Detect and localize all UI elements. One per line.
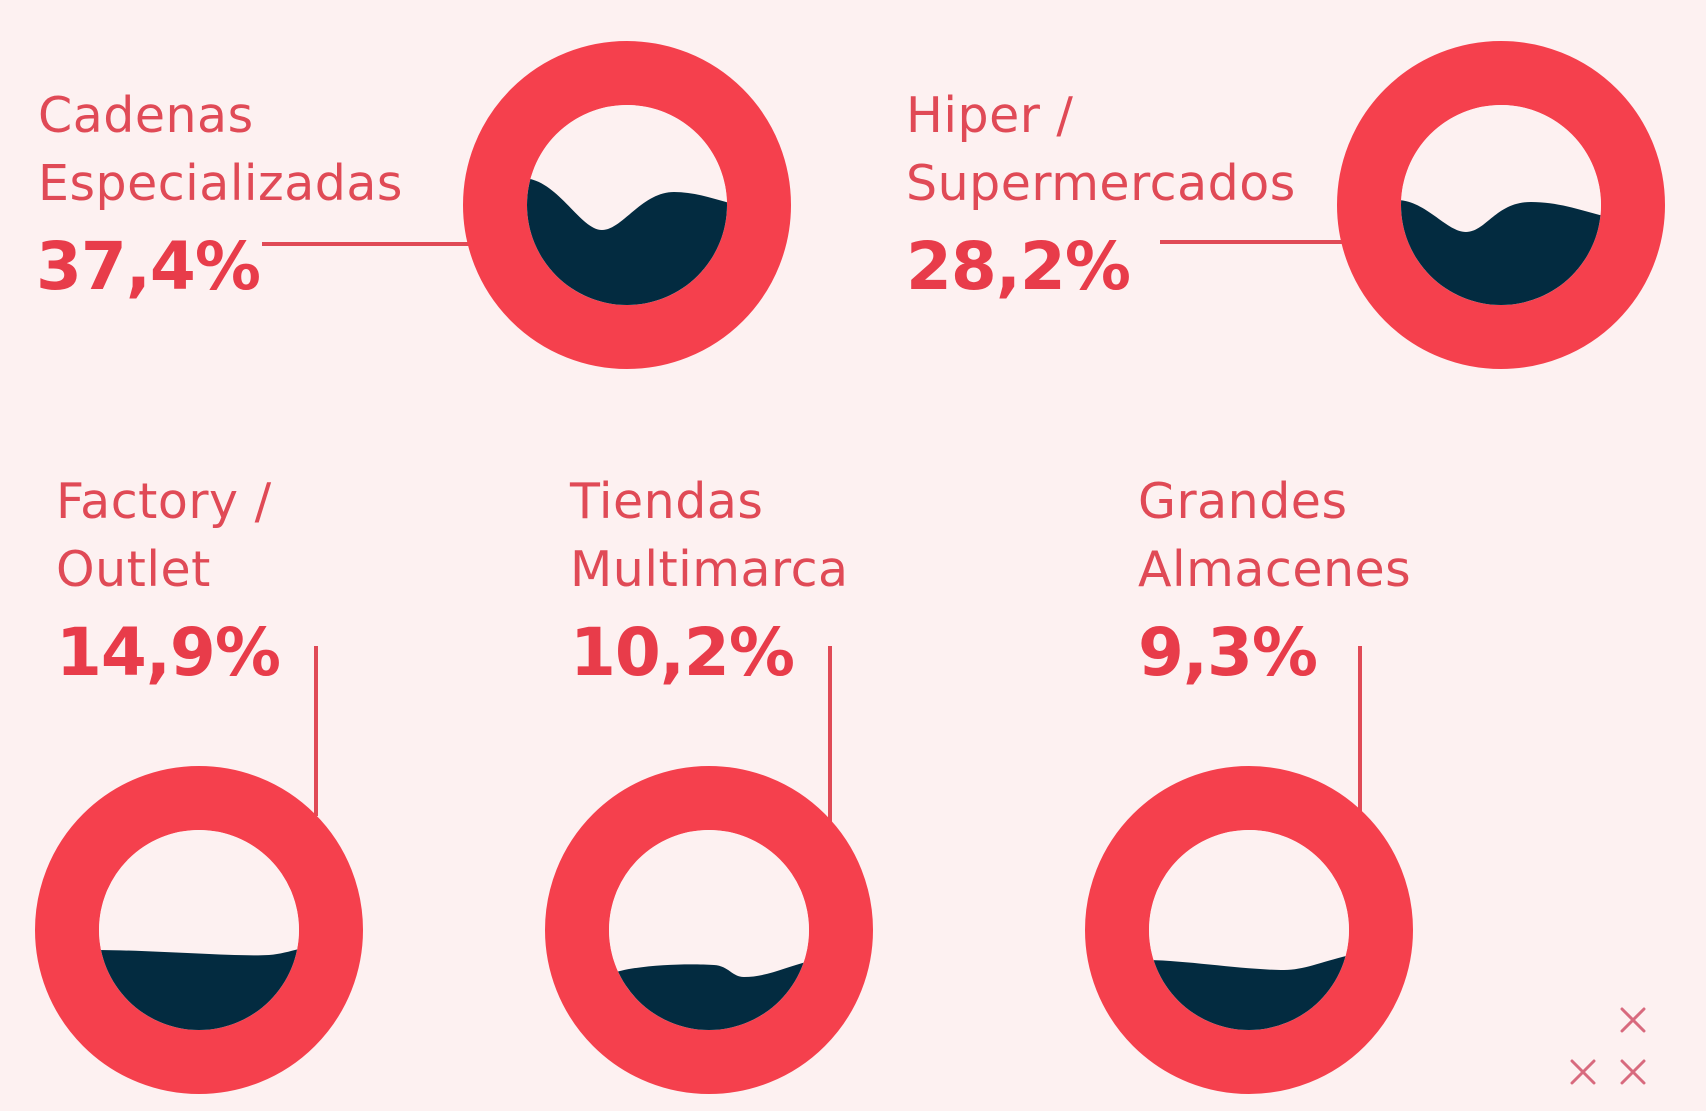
percentage-value: 14,9% [56, 614, 281, 691]
connector-line [828, 646, 832, 824]
percentage-value: 28,2% [906, 228, 1131, 305]
connector-line [314, 646, 318, 816]
label-line1: Hiper / [906, 87, 1074, 144]
label-line2: Almacenes [1138, 541, 1412, 598]
fill-gauge-icon [463, 41, 791, 369]
percentage-value: 9,3% [1138, 614, 1318, 691]
connector-line [262, 242, 476, 246]
label-line2: Multimarca [570, 541, 849, 598]
connector-line [1358, 646, 1362, 812]
label-line1: Grandes [1138, 473, 1348, 530]
percentage-value: 10,2% [570, 614, 795, 691]
label-line1: Tiendas [570, 473, 764, 530]
fill-gauge-icon [545, 766, 873, 1094]
fill-gauge-icon [35, 766, 363, 1094]
fill-gauge-icon [1085, 766, 1413, 1094]
fill-gauge-icon [1337, 41, 1665, 369]
label-line2: Supermercados [906, 155, 1296, 212]
percentage-value: 37,4% [36, 228, 261, 305]
label-line1: Factory / [56, 473, 272, 530]
label-line2: Especializadas [38, 155, 403, 212]
x-marks-cluster-icon [1570, 1007, 1646, 1085]
label-line2: Outlet [56, 541, 211, 598]
connector-line [1160, 240, 1350, 244]
label-line1: Cadenas [38, 87, 254, 144]
